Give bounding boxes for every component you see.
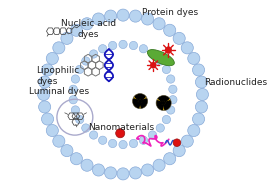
Text: Radionuclides: Radionuclides (204, 78, 268, 87)
Circle shape (70, 24, 82, 36)
Circle shape (188, 125, 200, 137)
Circle shape (162, 65, 171, 74)
Circle shape (139, 45, 148, 53)
Circle shape (53, 135, 65, 147)
Circle shape (71, 106, 80, 114)
Circle shape (81, 159, 93, 171)
Text: Lipophilic
dyes: Lipophilic dyes (36, 66, 79, 86)
Text: Luminal dyes: Luminal dyes (29, 87, 89, 96)
Circle shape (93, 13, 105, 25)
Wedge shape (164, 101, 170, 110)
Circle shape (99, 45, 107, 53)
Circle shape (167, 75, 175, 83)
Circle shape (76, 65, 84, 74)
Circle shape (139, 100, 141, 102)
Text: Nanomaterials: Nanomaterials (88, 123, 154, 132)
Circle shape (105, 10, 117, 22)
Circle shape (119, 140, 127, 149)
Circle shape (153, 159, 165, 171)
Circle shape (162, 102, 165, 104)
Circle shape (181, 135, 193, 147)
Circle shape (141, 13, 154, 25)
Circle shape (148, 131, 157, 139)
Circle shape (153, 18, 165, 30)
Circle shape (76, 115, 84, 124)
Circle shape (173, 139, 181, 146)
Circle shape (117, 9, 129, 21)
Wedge shape (133, 99, 140, 108)
Circle shape (46, 125, 58, 137)
Circle shape (93, 164, 105, 176)
Circle shape (164, 153, 176, 165)
Circle shape (132, 94, 148, 109)
Circle shape (38, 101, 51, 113)
Circle shape (188, 52, 200, 64)
Circle shape (195, 101, 207, 113)
Text: Protein dyes: Protein dyes (142, 8, 198, 17)
Circle shape (173, 32, 185, 44)
Circle shape (156, 95, 171, 111)
Circle shape (192, 113, 204, 125)
Circle shape (46, 52, 58, 64)
Ellipse shape (147, 50, 174, 66)
Circle shape (105, 167, 117, 179)
Circle shape (129, 41, 138, 50)
Circle shape (148, 50, 157, 58)
Text: Nucleic acid
dyes: Nucleic acid dyes (61, 19, 116, 39)
Circle shape (173, 145, 185, 157)
Circle shape (71, 75, 80, 83)
Circle shape (38, 76, 51, 88)
Circle shape (162, 115, 171, 124)
Circle shape (41, 113, 54, 125)
Wedge shape (157, 101, 163, 110)
Circle shape (90, 50, 98, 58)
Circle shape (156, 124, 164, 132)
Circle shape (61, 32, 73, 44)
Circle shape (169, 96, 177, 104)
Circle shape (165, 47, 172, 53)
Circle shape (69, 96, 78, 104)
Circle shape (82, 124, 90, 132)
Wedge shape (159, 96, 169, 101)
Circle shape (181, 42, 193, 54)
Circle shape (116, 129, 125, 138)
Circle shape (129, 10, 141, 22)
Circle shape (53, 42, 65, 54)
Circle shape (192, 64, 204, 76)
Circle shape (38, 88, 50, 101)
Circle shape (141, 164, 154, 176)
Circle shape (129, 167, 141, 179)
Circle shape (41, 64, 54, 76)
Circle shape (61, 145, 73, 157)
Circle shape (69, 85, 78, 93)
Circle shape (108, 41, 117, 50)
Circle shape (70, 153, 82, 165)
Circle shape (129, 139, 138, 148)
Circle shape (119, 40, 127, 49)
Circle shape (164, 24, 176, 36)
Circle shape (81, 18, 93, 30)
Circle shape (99, 136, 107, 144)
Circle shape (195, 76, 207, 88)
Circle shape (150, 62, 156, 68)
Circle shape (139, 136, 148, 144)
Circle shape (156, 57, 164, 65)
Circle shape (196, 88, 209, 101)
Circle shape (167, 106, 175, 114)
Circle shape (169, 85, 177, 93)
Wedge shape (135, 94, 145, 100)
Circle shape (117, 168, 129, 180)
Circle shape (82, 57, 90, 65)
Wedge shape (141, 99, 147, 108)
Circle shape (108, 139, 117, 148)
Circle shape (90, 131, 98, 139)
